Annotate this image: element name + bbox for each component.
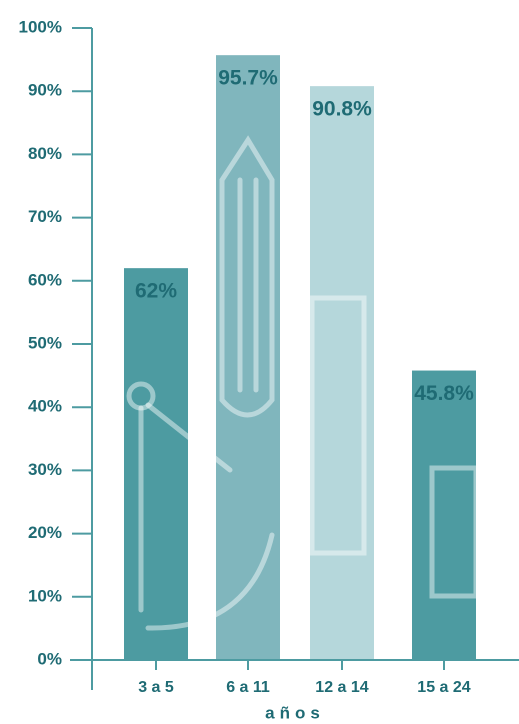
y-tick-label: 20%	[28, 523, 62, 542]
bar	[216, 55, 280, 660]
value-label: 62%	[135, 280, 177, 303]
value-label: 95.7%	[218, 67, 278, 90]
y-tick-label: 0%	[37, 649, 62, 668]
x-tick-label: 3 a 5	[138, 679, 174, 696]
value-label: 90.8%	[312, 98, 372, 121]
bars	[124, 55, 476, 661]
y-tick-label: 30%	[28, 460, 62, 479]
y-tick-label: 40%	[28, 397, 62, 416]
x-tick-label: 12 a 14	[315, 679, 368, 696]
y-tick-label: 10%	[28, 586, 62, 605]
value-label: 45.8%	[414, 382, 474, 405]
bar	[412, 370, 476, 660]
y-tick-label: 60%	[28, 270, 62, 289]
bar	[310, 86, 374, 661]
x-tick-label: 6 a 11	[226, 679, 270, 696]
y-tick-label: 50%	[28, 333, 62, 352]
y-tick-label: 90%	[28, 81, 62, 100]
y-tick-label: 70%	[28, 207, 62, 226]
bar	[124, 268, 188, 660]
y-tick-label: 100%	[19, 17, 62, 36]
y-tick-label: 80%	[28, 144, 62, 163]
x-tick-label: 15 a 24	[417, 679, 470, 696]
x-axis-label: años	[265, 703, 325, 722]
decoration	[126, 135, 479, 631]
